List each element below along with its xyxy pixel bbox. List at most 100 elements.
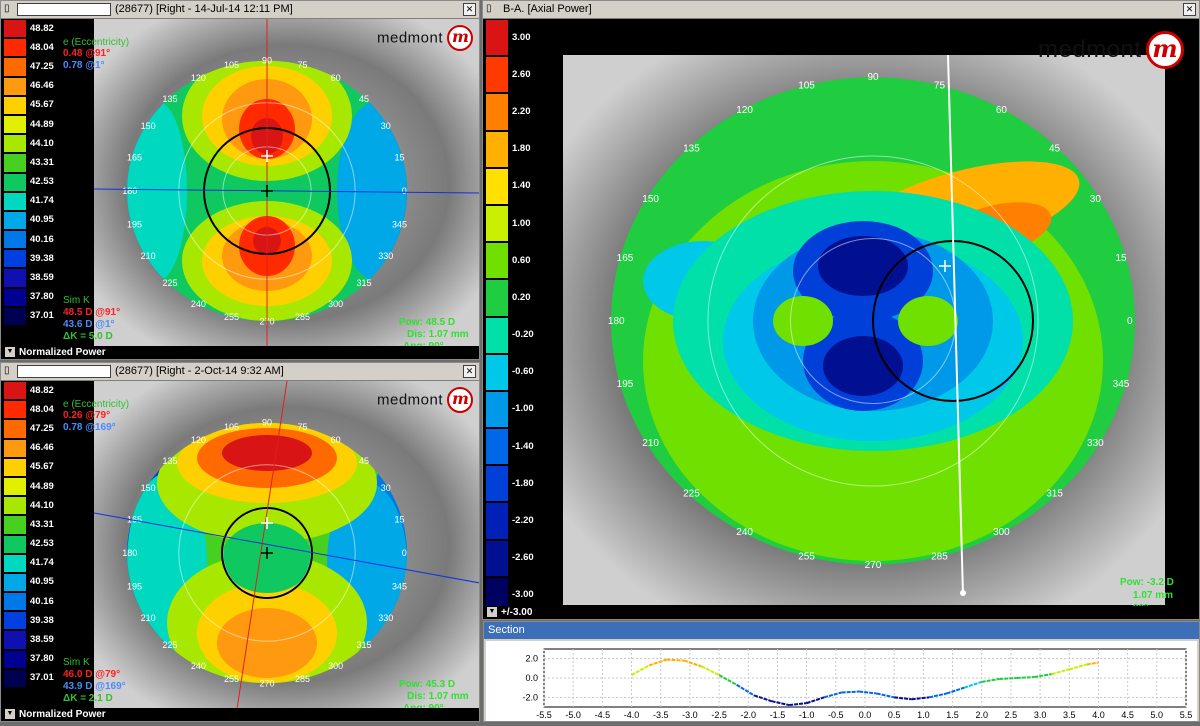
angle-label: 60 xyxy=(996,105,1008,116)
topography-map[interactable]: 0 15 30 45 60 75 90 105 120 135 150 165 180 195 210 225… xyxy=(94,381,479,709)
scale-swatch xyxy=(486,57,508,93)
scale-label: 40.95 xyxy=(30,576,54,588)
scale-swatch xyxy=(486,466,508,502)
section-plot[interactable]: -5.5 -5.0 -4.5 -4.0 -3.5 -3.0 -2.5 -2.0 -1.5 -1.0… xyxy=(486,641,1197,721)
topography-map[interactable]: 0 15 30 45 60 75 90 105 120 135 150 165 180 195 210 225… xyxy=(94,19,479,347)
scale-row: 38.59 xyxy=(1,268,54,287)
window-titlebar[interactable]: ▯ (28677) [Right - 2-Oct-14 9:32 AM] ✕ xyxy=(1,363,479,381)
scale-row: 1.80 xyxy=(483,131,553,168)
window-titlebar[interactable]: ▯ (28677) [Right - 14-Jul-14 12:11 PM] ✕ xyxy=(1,1,479,19)
x-tick-label: 5.0 xyxy=(1151,710,1164,720)
angle-label: 240 xyxy=(736,527,753,538)
eccentricity-label: e (Eccentricity) xyxy=(63,37,130,48)
contour-zone xyxy=(217,608,317,678)
scale-swatch xyxy=(4,650,26,668)
scale-swatch xyxy=(4,573,26,592)
angle-label: 315 xyxy=(356,278,371,288)
power-scale: 48.82 48.04 47.25 46.46 45.67 44.89 44.10 43.31… xyxy=(1,381,54,688)
topo-window-top[interactable]: ▯ (28677) [Right - 14-Jul-14 12:11 PM] ✕… xyxy=(0,0,480,360)
scale-row: 37.01 xyxy=(1,669,54,688)
section-panel[interactable]: Section -5.5 -5.0 -4.5 -4.0 -3.5 -3.0 -2.5 -2.0… xyxy=(483,621,1200,722)
patient-name-field[interactable] xyxy=(17,3,111,16)
scale-row: 41.74 xyxy=(1,554,54,573)
section-svg: -5.5 -5.0 -4.5 -4.0 -3.5 -3.0 -2.5 -2.0 -1.5 -1.0… xyxy=(522,648,1192,720)
logo-m-icon: m xyxy=(447,25,474,51)
section-handle[interactable] xyxy=(960,590,966,596)
topo-window-bottom[interactable]: ▯ (28677) [Right - 2-Oct-14 9:32 AM] ✕ 4… xyxy=(0,362,480,722)
map-type-footer[interactable]: ▼ Normalized Power xyxy=(1,346,479,359)
delta-k: ΔK = 5.0 D xyxy=(63,331,113,342)
scale-label: 45.67 xyxy=(30,99,54,111)
angle-label: 15 xyxy=(395,514,405,524)
delta-k: ΔK = 2.1 D xyxy=(63,693,113,704)
angle-label: 210 xyxy=(141,251,156,261)
angle-label: 45 xyxy=(359,456,369,466)
scale-label: 48.04 xyxy=(30,403,54,415)
angle-label: 255 xyxy=(798,552,815,563)
scale-label: 47.25 xyxy=(30,422,54,434)
angle-label: 285 xyxy=(295,674,310,684)
section-curve-segment xyxy=(701,665,720,676)
map-type-footer[interactable]: ▼ +/-3.00 xyxy=(483,606,1199,619)
section-curve-segment xyxy=(1086,661,1099,666)
scale-swatch xyxy=(4,497,26,515)
map-type-label: Normalized Power xyxy=(19,709,106,720)
chevron-down-icon[interactable]: ▼ xyxy=(487,607,497,617)
scale-label: 43.31 xyxy=(30,518,54,530)
angle-label: 210 xyxy=(141,613,156,623)
section-curve-segment xyxy=(946,686,965,695)
section-line[interactable] xyxy=(947,55,964,596)
scale-swatch xyxy=(4,554,26,572)
scale-row: 2.60 xyxy=(483,56,553,93)
scale-row: 2.20 xyxy=(483,93,553,130)
map-type-footer[interactable]: ▼ Normalized Power xyxy=(1,708,479,721)
simk-flat: 43.9 D @169° xyxy=(63,681,126,692)
logo-m-icon: m xyxy=(447,387,474,413)
angle-label: 240 xyxy=(191,661,206,671)
scale-row: 1.40 xyxy=(483,168,553,205)
scale-row: 44.89 xyxy=(1,115,54,134)
eccentricity-steep: 0.48 @91° xyxy=(63,48,111,59)
angle-label: 90 xyxy=(262,418,272,428)
cursor-distance: Dis: 1.07 mm xyxy=(407,691,469,702)
scale-label: 37.01 xyxy=(30,310,54,322)
scale-row: 40.16 xyxy=(1,592,54,611)
simk-flat: 43.6 D @1° xyxy=(63,319,115,330)
section-curve-segment xyxy=(841,690,860,694)
window-title: (28677) [Right - 14-Jul-14 12:11 PM] xyxy=(115,3,293,15)
close-icon[interactable]: ✕ xyxy=(1183,3,1196,16)
section-curve-segment xyxy=(789,702,807,707)
section-curve-segment xyxy=(1051,668,1070,676)
angle-label: 75 xyxy=(934,80,946,91)
contour-zone xyxy=(773,296,833,346)
x-tick-label: 1.5 xyxy=(946,710,959,720)
eccentricity-flat: 0.78 @1° xyxy=(63,60,105,71)
chevron-down-icon[interactable]: ▼ xyxy=(5,347,15,357)
scale-row: 40.95 xyxy=(1,211,54,230)
angle-label: 195 xyxy=(127,220,142,230)
angle-label: 345 xyxy=(392,220,407,230)
scale-swatch xyxy=(486,94,508,130)
y-tick-label: -2.0 xyxy=(522,692,538,702)
window-icon: ▯ xyxy=(4,365,10,376)
difference-map[interactable]: 0 15 30 45 60 75 90 105 120 135 150 165 180 195 210 225… xyxy=(563,55,1165,605)
angle-label: 0 xyxy=(1127,316,1133,327)
x-tick-label: 1.0 xyxy=(917,710,930,720)
section-curve-segment xyxy=(911,696,930,701)
scale-label: 40.16 xyxy=(30,233,54,245)
logo-text: medmont xyxy=(1038,36,1142,63)
close-icon[interactable]: ✕ xyxy=(463,3,476,16)
close-icon[interactable]: ✕ xyxy=(463,365,476,378)
difference-window[interactable]: ▯ B-A. [Axial Power] ✕ 3.00 2.60 2.20 1.80 1… xyxy=(482,0,1200,620)
chevron-down-icon[interactable]: ▼ xyxy=(5,709,15,719)
angle-label: 210 xyxy=(642,438,659,449)
section-curve-segment xyxy=(928,692,947,699)
patient-name-field[interactable] xyxy=(17,365,111,378)
x-tick-label: -4.0 xyxy=(624,710,640,720)
scale-label: -0.60 xyxy=(512,366,534,378)
section-curve-segment xyxy=(981,677,1000,683)
scale-row: -1.40 xyxy=(483,428,553,465)
scale-swatch xyxy=(4,420,26,438)
window-titlebar[interactable]: ▯ B-A. [Axial Power] ✕ xyxy=(483,1,1199,19)
scale-row: 40.95 xyxy=(1,573,54,592)
